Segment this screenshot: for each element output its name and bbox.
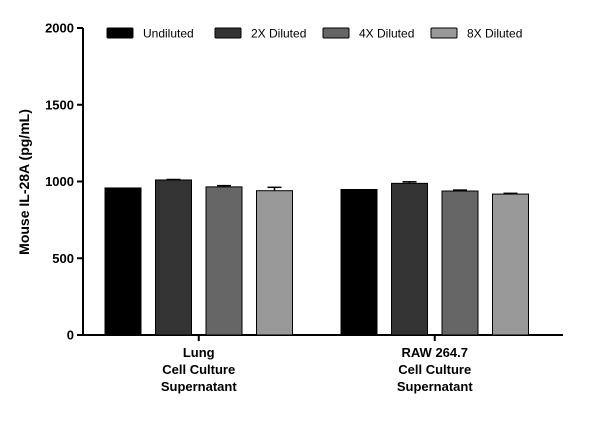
error-bars [166,178,518,195]
y-tick-label: 0 [67,328,74,343]
y-axis-ticks: 0 500 1000 1500 2000 [45,21,83,343]
y-tick-label: 2000 [45,21,74,36]
bar [441,190,479,336]
legend-swatch [322,27,350,39]
y-tick-label: 1500 [45,97,74,112]
category-label: RAW 264.7 [402,345,468,360]
category-label: Cell Culture [398,362,471,377]
bar [492,193,529,336]
legend: Undiluted 2X Diluted 4X Diluted 8X Diluted [106,27,522,41]
category-labels: Lung Cell Culture Supernatant RAW 264.7 Cell… [161,335,474,394]
bar [155,179,192,336]
legend-swatch [430,27,458,39]
legend-label: 4X Diluted [359,27,414,41]
y-tick-label: 1000 [45,174,74,189]
bar [256,190,293,336]
bar [391,182,428,336]
bar [340,188,378,336]
bar [205,186,243,336]
legend-label: 2X Diluted [251,27,306,41]
legend-label: 8X Diluted [467,27,522,41]
y-tick-label: 500 [52,251,74,266]
category-label: Supernatant [397,379,474,394]
bars [104,179,529,336]
legend-swatch [214,27,242,39]
legend-label: Undiluted [143,27,194,41]
category-label: Cell Culture [162,362,235,377]
bar [104,187,142,336]
category-label: Supernatant [161,379,238,394]
legend-swatch [106,27,134,39]
category-label: Lung [183,345,215,360]
y-axis-label: Mouse IL-28A (pg/mL) [16,109,32,255]
